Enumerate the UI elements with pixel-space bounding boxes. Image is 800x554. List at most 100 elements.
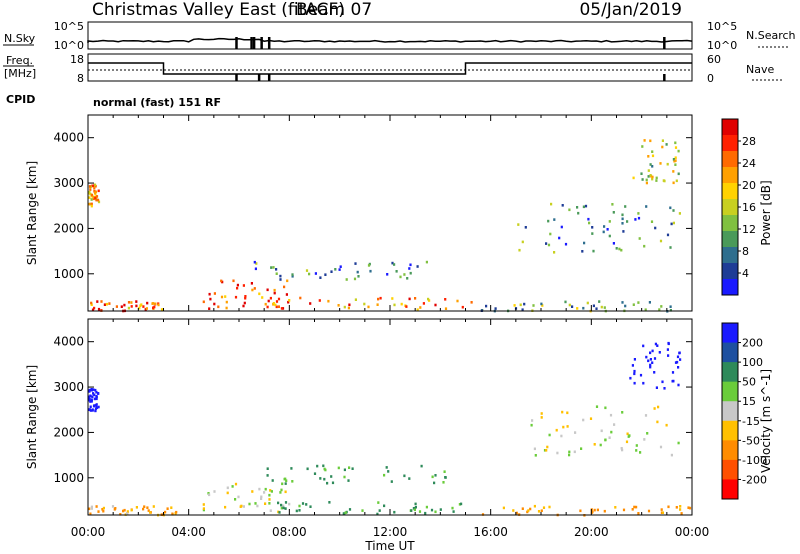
data-cell — [97, 307, 101, 311]
data-cell — [650, 220, 654, 223]
colorbar-segment — [722, 135, 738, 152]
data-cell — [579, 509, 582, 513]
data-cell — [208, 307, 211, 310]
data-cell — [414, 502, 417, 506]
data-cell — [343, 475, 346, 479]
data-cell — [460, 502, 463, 506]
data-cell — [545, 449, 548, 452]
data-cell — [127, 306, 130, 310]
data-cell — [95, 390, 98, 394]
data-cell — [277, 297, 281, 301]
data-cell — [142, 507, 145, 511]
data-cell — [592, 304, 595, 308]
data-cell — [318, 299, 321, 302]
data-cell — [582, 418, 585, 422]
data-cell — [269, 509, 272, 512]
data-cell — [637, 512, 640, 515]
data-cell — [323, 477, 326, 481]
data-cell — [254, 267, 257, 271]
data-cell — [428, 299, 431, 302]
data-cell — [95, 505, 98, 508]
data-cell — [376, 512, 379, 516]
data-cell — [326, 481, 329, 485]
data-cell — [348, 508, 352, 511]
power-colorbar-label: Power [dB] — [759, 180, 773, 245]
data-cell — [654, 226, 657, 230]
data-cell — [353, 277, 357, 281]
data-cell — [387, 470, 390, 473]
data-cell — [470, 301, 473, 304]
data-cell — [140, 303, 143, 306]
data-cell — [88, 196, 91, 199]
data-cell — [400, 302, 403, 306]
data-cell — [543, 449, 547, 452]
data-cell — [92, 388, 95, 391]
colorbar-segment — [722, 459, 738, 480]
data-cell — [604, 438, 607, 442]
data-cell — [659, 445, 663, 449]
data-cell — [339, 265, 342, 268]
data-cell — [649, 365, 652, 369]
data-cell — [256, 504, 259, 508]
data-cell — [96, 300, 99, 303]
data-cell — [283, 285, 286, 289]
frequency-panel: Freq. [MHz] 18 8 60 0 Nave — [3, 53, 782, 85]
data-cell — [643, 438, 646, 441]
data-cell — [669, 246, 672, 249]
data-cell — [281, 482, 284, 486]
freq-left-tick-bottom: 8 — [77, 72, 84, 85]
data-cell — [88, 398, 91, 402]
data-cell — [403, 474, 406, 478]
colorbar-tick-label: 16 — [742, 201, 756, 214]
data-cell — [108, 302, 111, 305]
data-cell — [458, 503, 461, 506]
data-cell — [671, 371, 675, 374]
data-cell — [348, 466, 351, 469]
data-cell — [660, 305, 663, 308]
data-cell — [588, 221, 591, 225]
velocity-colorbar-label: Velocity [m s^-1] — [759, 369, 773, 473]
data-cell — [88, 390, 91, 393]
data-cell — [677, 366, 680, 369]
colorbar-frame — [721, 322, 739, 500]
data-cell — [97, 510, 100, 513]
data-cell — [93, 187, 96, 190]
site-title: Christmas Valley East (fitACF) — [92, 0, 345, 20]
data-cell — [88, 408, 91, 411]
data-cell — [143, 505, 146, 508]
data-cell — [571, 305, 574, 308]
data-cell — [649, 351, 652, 355]
data-cell — [157, 303, 160, 307]
data-cell — [306, 467, 309, 471]
data-cell — [518, 248, 521, 252]
y-tick-label: 4000 — [53, 335, 84, 349]
data-cell — [94, 388, 97, 392]
data-cell — [408, 477, 411, 480]
data-cell — [363, 302, 366, 306]
data-cell — [651, 349, 654, 353]
data-cell — [604, 406, 607, 410]
data-cell — [324, 468, 327, 472]
data-cell — [225, 300, 228, 304]
colorbar-segment — [722, 381, 738, 402]
data-cell — [391, 261, 394, 265]
data-cell — [649, 163, 652, 166]
data-cell — [130, 301, 133, 304]
data-cell — [146, 301, 149, 305]
colorbar-tick-label: 24 — [742, 157, 756, 170]
data-cell — [90, 388, 94, 392]
data-cell — [416, 308, 419, 311]
data-cell — [672, 181, 675, 185]
data-cell — [361, 509, 364, 512]
data-cell — [658, 308, 661, 311]
data-cell — [624, 205, 627, 208]
data-cell — [657, 405, 660, 409]
data-cell — [301, 502, 305, 505]
data-cell — [603, 509, 606, 513]
data-cell — [633, 381, 636, 385]
data-cell — [248, 502, 251, 506]
y-tick-label: 3000 — [53, 176, 84, 190]
y-tick-label: 4000 — [53, 131, 84, 145]
colorbar-segment — [722, 279, 738, 296]
data-cell — [603, 306, 606, 309]
